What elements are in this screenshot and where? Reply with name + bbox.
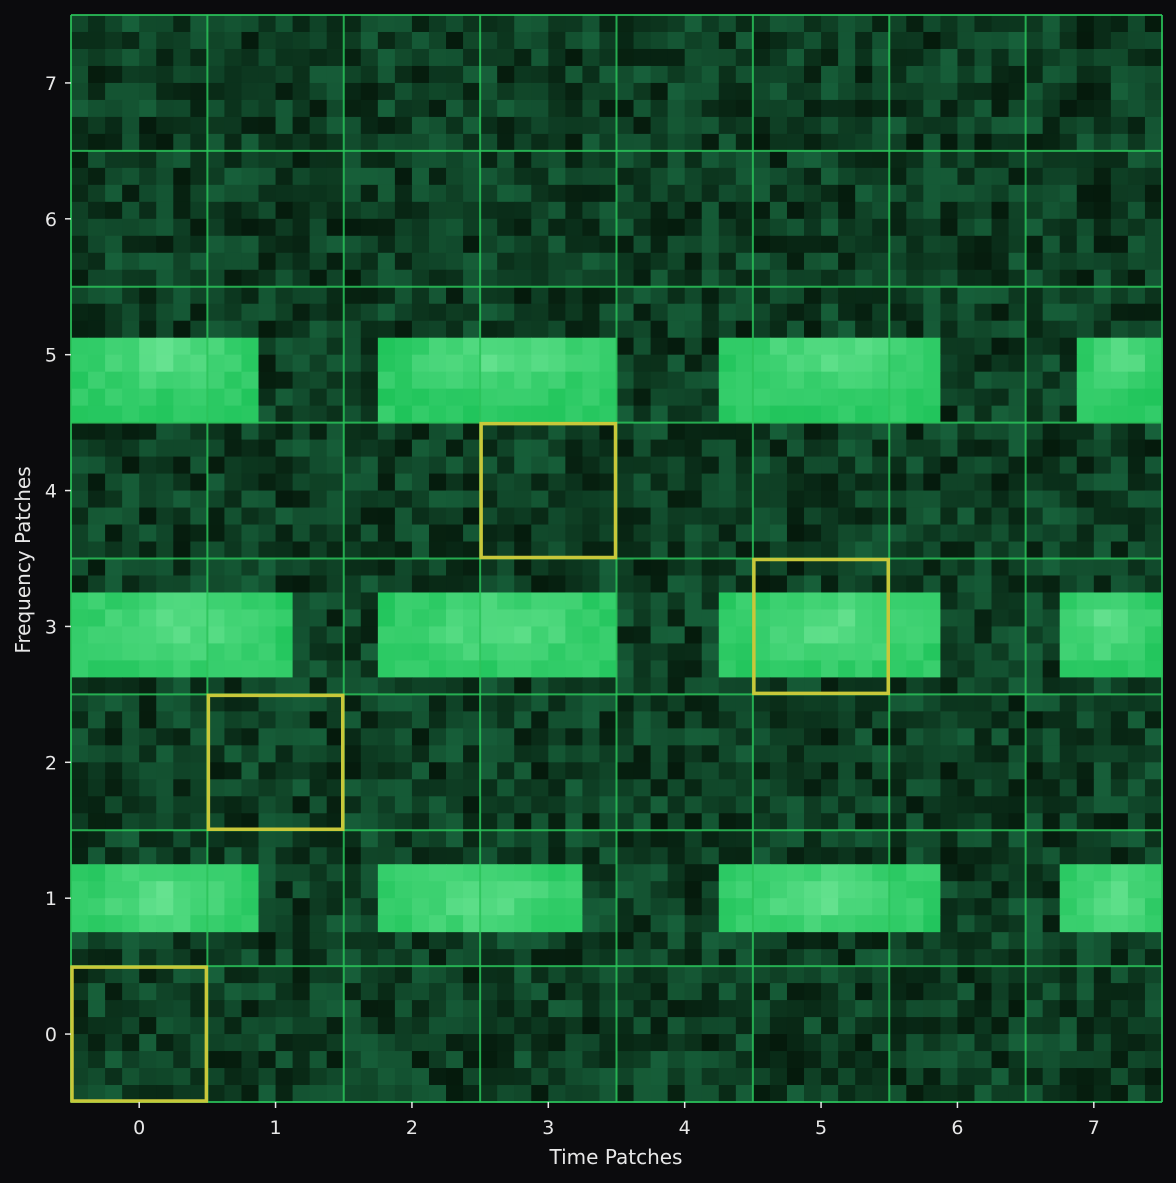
highlight-box bbox=[206, 693, 345, 831]
y-tick-label: 6 bbox=[45, 209, 57, 231]
x-tick-label: 2 bbox=[406, 1117, 418, 1139]
x-axis-ticks: 0 1 2 3 4 5 6 7 bbox=[133, 1102, 1100, 1139]
y-tick-label: 5 bbox=[45, 345, 57, 367]
x-axis-label: Time Patches bbox=[549, 1145, 683, 1169]
y-tick-label: 2 bbox=[45, 752, 57, 774]
y-tick-label: 0 bbox=[45, 1024, 57, 1046]
y-tick-label: 7 bbox=[45, 73, 57, 95]
highlight-box bbox=[70, 965, 209, 1103]
x-tick-label: 1 bbox=[270, 1117, 282, 1139]
y-axis-ticks: 0 1 2 3 4 5 6 7 bbox=[45, 73, 71, 1046]
x-tick-label: 3 bbox=[542, 1117, 554, 1139]
y-tick-label: 4 bbox=[45, 481, 57, 503]
x-tick-label: 7 bbox=[1088, 1117, 1100, 1139]
highlight-box bbox=[752, 557, 890, 696]
x-tick-label: 0 bbox=[133, 1117, 145, 1139]
x-tick-label: 5 bbox=[815, 1117, 827, 1139]
x-tick-label: 6 bbox=[951, 1117, 963, 1139]
highlight-box bbox=[479, 421, 618, 560]
y-axis-label: Frequency Patches bbox=[11, 466, 35, 653]
highlighted-patches bbox=[70, 421, 890, 1103]
y-tick-label: 1 bbox=[45, 888, 57, 910]
heatmap-cells bbox=[71, 15, 1163, 1103]
x-tick-label: 4 bbox=[679, 1117, 691, 1139]
y-tick-label: 3 bbox=[45, 616, 57, 638]
